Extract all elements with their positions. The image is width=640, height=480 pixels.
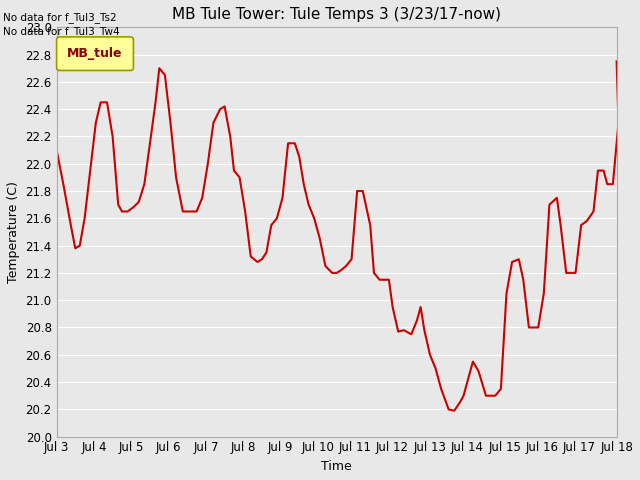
Text: MB_tule: MB_tule [67,47,123,60]
Y-axis label: Temperature (C): Temperature (C) [7,181,20,283]
X-axis label: Time: Time [321,460,352,473]
Text: No data for f_Tul3_Ts2: No data for f_Tul3_Ts2 [3,12,117,23]
Text: No data for f_Tul3_Tw4: No data for f_Tul3_Tw4 [3,26,120,37]
Title: MB Tule Tower: Tule Temps 3 (3/23/17-now): MB Tule Tower: Tule Temps 3 (3/23/17-now… [172,7,501,22]
